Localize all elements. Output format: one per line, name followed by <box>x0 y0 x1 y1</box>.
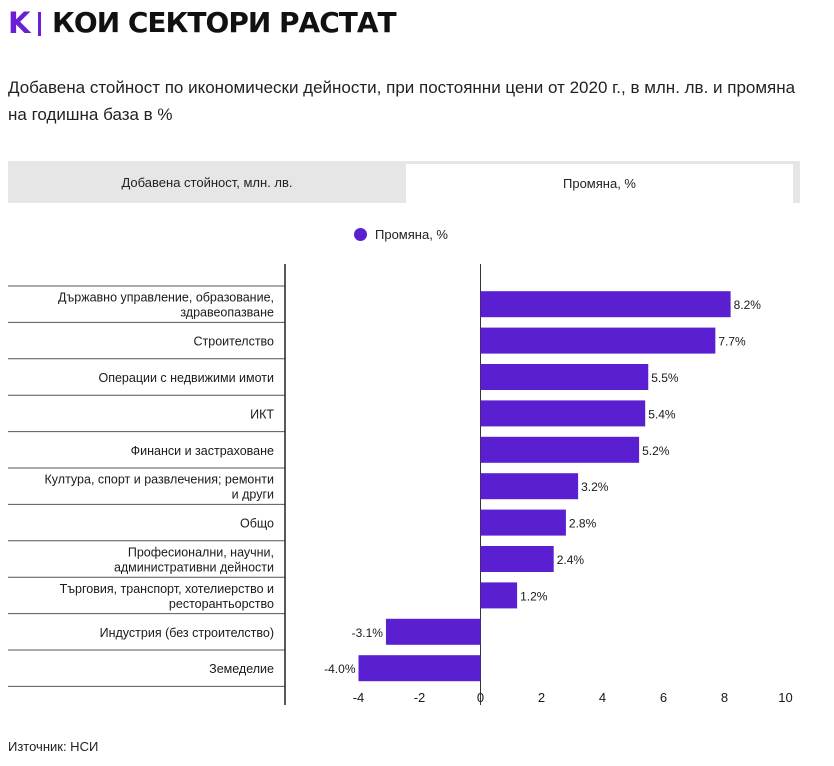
data-label: 2.4% <box>557 553 585 567</box>
data-label: 5.5% <box>651 371 679 385</box>
x-tick-label: 2 <box>538 690 545 705</box>
page-title: КОИ СЕКТОРИ РАСТАТ <box>52 6 397 39</box>
x-tick-label: -2 <box>414 690 426 705</box>
category-label: ИКТ <box>250 407 274 421</box>
tab-value-added[interactable]: Добавена стойност, млн. лв. <box>121 174 293 190</box>
data-label: 2.8% <box>569 517 597 531</box>
x-tick-label: 10 <box>778 690 792 705</box>
chart-subtitle: Добавена стойност по икономически дейнос… <box>8 78 796 124</box>
bar <box>480 436 640 463</box>
bar <box>480 291 731 318</box>
category-label: Операции с недвижими имоти <box>98 371 274 385</box>
logo-bar <box>38 12 41 36</box>
category-label: Търговия, транспорт, хотелиерство и ресто… <box>60 582 274 611</box>
data-label: 3.2% <box>581 480 609 494</box>
bar <box>480 509 566 536</box>
logo-letter: K <box>8 6 31 40</box>
bar <box>385 618 481 645</box>
category-label: Строителство <box>194 335 275 349</box>
data-label: 1.2% <box>520 589 548 603</box>
x-tick-label: 0 <box>477 690 484 705</box>
data-label: -3.1% <box>352 626 384 640</box>
bar <box>480 400 646 427</box>
chart-header: K КОИ СЕКТОРИ РАСТАТ <box>8 6 397 40</box>
category-label: Култура, спорт и развлечения; ремонти и д… <box>45 473 274 502</box>
legend-label: Промяна, % <box>375 226 448 242</box>
bar <box>480 327 716 354</box>
legend-swatch <box>354 227 367 241</box>
category-label: Професионални, научни, административни де… <box>114 546 274 575</box>
x-tick-label: 8 <box>721 690 728 705</box>
source-note: Източник: НСИ <box>8 739 99 754</box>
data-label: 7.7% <box>718 335 746 349</box>
category-label: Държавно управление, образование, здравео… <box>58 291 274 320</box>
bar-chart: 8.2% Държавно управление, образование, здр… <box>8 264 793 705</box>
x-tick-label: -4 <box>353 690 365 705</box>
bar <box>480 364 649 390</box>
brand-logo: K <box>8 6 41 40</box>
category-label: Общо <box>240 517 274 531</box>
data-label: 5.4% <box>648 407 676 421</box>
category-label: Земеделие <box>209 662 274 676</box>
bar <box>480 473 579 500</box>
data-label: 5.2% <box>642 444 670 458</box>
category-label: Финанси и застраховане <box>131 444 274 458</box>
bar <box>358 655 481 682</box>
bar <box>480 546 554 572</box>
category-label: Индустрия (без строителство) <box>100 626 274 640</box>
data-label: 8.2% <box>734 298 762 312</box>
x-tick-label: 6 <box>660 690 667 705</box>
chart-legend[interactable]: Промяна, % <box>354 225 448 243</box>
tab-change-percent[interactable]: Промяна, % <box>406 161 796 203</box>
data-label: -4.0% <box>324 662 356 676</box>
x-tick-label: 4 <box>599 690 606 705</box>
bar <box>480 582 518 609</box>
tab-bar: Добавена стойност, млн. лв. Промяна, % <box>8 161 800 203</box>
